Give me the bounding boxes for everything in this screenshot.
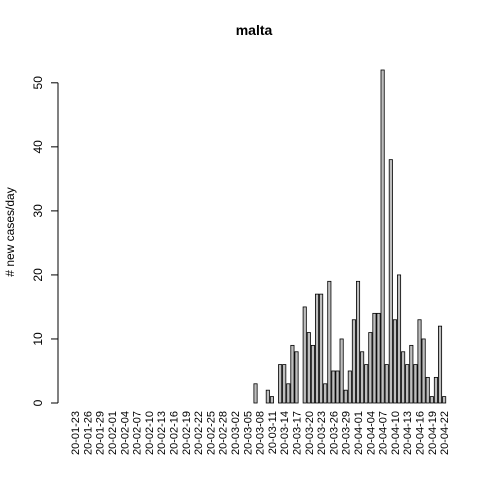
x-tick-label: 20-01-26: [82, 411, 94, 455]
y-tick-label: 40: [31, 140, 45, 154]
x-tick-label: 20-03-29: [341, 411, 353, 455]
bar: [433, 376, 438, 404]
y-tick-label: 50: [31, 76, 45, 90]
x-tick-label: 20-02-13: [156, 411, 168, 455]
y-axis-label: # new cases/day: [3, 187, 17, 276]
x-tick-label: 20-02-07: [132, 411, 144, 455]
bar: [376, 312, 381, 404]
bar: [310, 344, 315, 404]
x-tick-label: 20-03-11: [267, 411, 279, 454]
bar: [364, 364, 369, 404]
bar: [343, 389, 348, 404]
x-tick-label: 20-01-23: [70, 411, 82, 455]
x-tick-label: 20-04-01: [353, 411, 365, 455]
bar: [401, 351, 406, 404]
bar: [442, 396, 447, 404]
bar: [290, 344, 295, 404]
x-tick-label: 20-04-07: [378, 411, 390, 455]
x-axis: 20-01-23 20-01-26 20-01-29 20-02-01 20-02-04…: [70, 411, 451, 455]
bar: [294, 351, 299, 404]
bar: [413, 364, 418, 404]
x-tick-label: 20-04-10: [390, 411, 402, 455]
bar: [335, 370, 340, 404]
x-tick-label: 20-03-23: [316, 411, 328, 455]
x-tick-label: 20-02-19: [181, 411, 193, 455]
bar: [409, 344, 414, 404]
bar: [388, 159, 393, 404]
bar: [347, 370, 352, 404]
bar: [396, 274, 402, 404]
x-tick-label: 20-03-08: [255, 411, 267, 455]
x-tick-label: 20-02-22: [193, 411, 205, 455]
x-tick-label: 20-02-10: [144, 411, 156, 455]
y-tick-label: 30: [31, 204, 45, 218]
bar: [368, 332, 373, 404]
x-tick-label: 20-02-28: [218, 411, 230, 455]
x-tick-label: 20-02-01: [107, 411, 119, 455]
bars: [253, 69, 447, 404]
x-tick-label: 20-03-20: [304, 411, 316, 455]
x-tick-label: 20-04-13: [402, 411, 414, 455]
x-tick-label: 20-03-02: [230, 411, 242, 455]
bar: [380, 69, 385, 404]
bar: [278, 364, 283, 404]
x-tick-label: 20-03-26: [328, 411, 340, 455]
bar: [314, 293, 320, 404]
x-tick-label: 20-04-04: [365, 411, 377, 455]
bar: [331, 370, 336, 404]
bar: [265, 389, 270, 404]
bar: [372, 312, 377, 404]
bar: [306, 332, 311, 404]
x-tick-label: 20-01-29: [95, 411, 107, 455]
bar: [339, 338, 344, 404]
y-tick-label: 20: [31, 268, 45, 282]
x-tick-label: 20-03-17: [292, 411, 304, 455]
bar: [282, 364, 287, 404]
y-axis: 0 10 20 30 40 50: [31, 76, 59, 406]
x-tick-label: 20-02-16: [169, 411, 181, 455]
x-tick-label: 20-02-04: [119, 411, 131, 455]
bar: [355, 280, 361, 404]
x-tick-label: 20-04-19: [427, 411, 439, 455]
y-tick-label: 10: [31, 332, 45, 346]
bar: [302, 306, 307, 404]
bar: [360, 351, 365, 404]
bar: [319, 293, 324, 404]
bar: [429, 396, 434, 404]
bar: [437, 325, 443, 404]
bar: [421, 338, 426, 404]
chart-title: malta: [236, 22, 273, 38]
x-tick-label: 20-02-25: [205, 411, 217, 455]
x-tick-label: 20-03-14: [279, 411, 291, 455]
bar: [286, 383, 291, 404]
x-tick-label: 20-04-16: [415, 411, 427, 455]
bar: [253, 383, 258, 404]
bar: [323, 383, 328, 404]
bar: [269, 396, 274, 404]
x-tick-label: 20-04-22: [439, 411, 451, 455]
bar: [425, 376, 430, 404]
bar: [417, 319, 422, 404]
x-tick-label: 20-03-05: [242, 411, 254, 455]
bar: [392, 319, 397, 404]
bar: [327, 280, 332, 404]
bar: [351, 319, 356, 404]
y-tick-label: 0: [31, 399, 45, 406]
bar: [384, 364, 389, 404]
bar: [405, 364, 410, 404]
